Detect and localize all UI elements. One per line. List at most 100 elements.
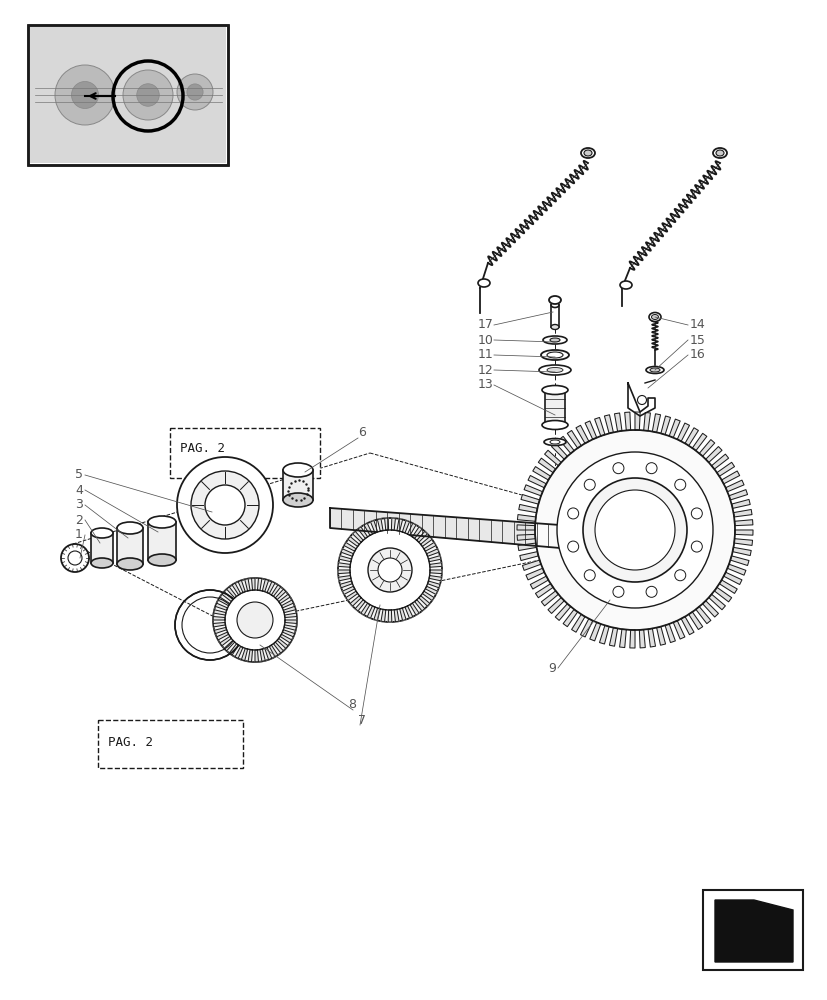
Polygon shape xyxy=(282,630,294,637)
Circle shape xyxy=(595,490,674,570)
Ellipse shape xyxy=(712,148,726,158)
Text: PAG. 2: PAG. 2 xyxy=(179,442,225,454)
Polygon shape xyxy=(352,531,363,542)
Polygon shape xyxy=(355,600,365,611)
Ellipse shape xyxy=(543,438,566,446)
Ellipse shape xyxy=(715,150,723,156)
Polygon shape xyxy=(229,644,238,655)
Text: 7: 7 xyxy=(357,714,366,726)
Polygon shape xyxy=(407,523,415,535)
Polygon shape xyxy=(580,619,592,637)
Ellipse shape xyxy=(648,312,660,322)
Polygon shape xyxy=(279,594,289,604)
Polygon shape xyxy=(522,560,540,570)
Polygon shape xyxy=(281,600,293,608)
Polygon shape xyxy=(532,467,550,480)
Polygon shape xyxy=(594,417,605,436)
Polygon shape xyxy=(528,476,546,488)
Polygon shape xyxy=(714,587,731,602)
Polygon shape xyxy=(721,471,739,484)
Polygon shape xyxy=(402,521,409,533)
Bar xyxy=(117,528,143,564)
Polygon shape xyxy=(624,412,630,430)
Circle shape xyxy=(691,508,701,519)
Polygon shape xyxy=(357,527,367,538)
Ellipse shape xyxy=(547,352,562,358)
Polygon shape xyxy=(344,542,356,551)
Circle shape xyxy=(557,452,712,608)
Polygon shape xyxy=(224,640,234,651)
Polygon shape xyxy=(283,606,295,613)
Text: 14: 14 xyxy=(689,318,705,332)
Text: 5: 5 xyxy=(75,468,83,482)
Polygon shape xyxy=(520,495,539,504)
Polygon shape xyxy=(734,520,752,526)
Circle shape xyxy=(225,590,284,650)
Polygon shape xyxy=(350,596,361,606)
Polygon shape xyxy=(426,549,438,556)
Circle shape xyxy=(674,479,685,490)
Polygon shape xyxy=(719,580,736,593)
Polygon shape xyxy=(523,485,542,496)
Polygon shape xyxy=(347,537,359,546)
Circle shape xyxy=(612,586,624,597)
Bar xyxy=(91,533,112,563)
Polygon shape xyxy=(427,581,439,588)
Bar xyxy=(283,470,313,500)
Polygon shape xyxy=(384,518,388,530)
Polygon shape xyxy=(394,609,399,622)
Polygon shape xyxy=(699,440,714,456)
Polygon shape xyxy=(684,428,697,446)
Polygon shape xyxy=(538,458,555,473)
Polygon shape xyxy=(271,585,280,596)
Circle shape xyxy=(123,70,173,120)
Bar xyxy=(702,890,802,970)
Polygon shape xyxy=(425,586,437,594)
Polygon shape xyxy=(374,608,380,620)
Text: 10: 10 xyxy=(477,334,493,347)
Polygon shape xyxy=(220,636,231,646)
Polygon shape xyxy=(544,450,561,466)
Polygon shape xyxy=(723,572,741,584)
Ellipse shape xyxy=(117,558,143,570)
Circle shape xyxy=(612,463,624,474)
Text: 1: 1 xyxy=(75,528,83,542)
Polygon shape xyxy=(734,530,752,535)
Polygon shape xyxy=(629,630,634,648)
Polygon shape xyxy=(404,606,413,618)
Circle shape xyxy=(237,602,273,638)
Polygon shape xyxy=(377,519,383,531)
Polygon shape xyxy=(562,609,577,627)
Polygon shape xyxy=(566,430,581,448)
Polygon shape xyxy=(715,900,792,962)
Polygon shape xyxy=(265,647,271,660)
Polygon shape xyxy=(284,625,296,630)
Polygon shape xyxy=(418,596,429,606)
Circle shape xyxy=(378,558,402,582)
Bar xyxy=(550,305,558,327)
Polygon shape xyxy=(416,531,427,542)
Polygon shape xyxy=(638,630,644,648)
Circle shape xyxy=(637,395,646,404)
Bar xyxy=(544,390,564,425)
Circle shape xyxy=(55,65,115,125)
Polygon shape xyxy=(284,613,297,618)
Polygon shape xyxy=(257,578,261,590)
Circle shape xyxy=(213,578,297,662)
Polygon shape xyxy=(364,523,372,535)
Polygon shape xyxy=(337,563,350,567)
Polygon shape xyxy=(708,594,724,610)
Polygon shape xyxy=(519,552,538,561)
Bar xyxy=(28,25,227,165)
Ellipse shape xyxy=(581,148,595,158)
Polygon shape xyxy=(213,622,225,627)
Polygon shape xyxy=(731,499,749,508)
Polygon shape xyxy=(396,519,402,531)
Circle shape xyxy=(584,479,595,490)
Polygon shape xyxy=(695,607,710,624)
Bar xyxy=(148,522,176,560)
Polygon shape xyxy=(724,480,743,492)
Polygon shape xyxy=(213,617,225,620)
Polygon shape xyxy=(648,628,655,647)
Polygon shape xyxy=(255,650,258,662)
